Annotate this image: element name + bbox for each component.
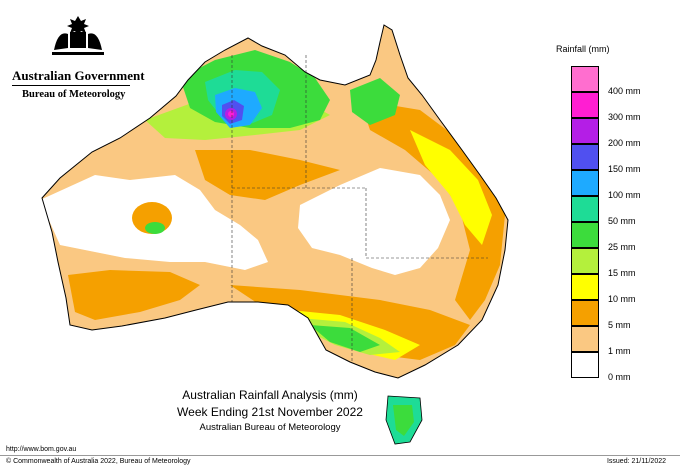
legend-label: 5 mm xyxy=(608,320,631,330)
issued-date: Issued: 21/11/2022 xyxy=(606,458,666,465)
legend-title: Rainfall (mm) xyxy=(556,44,610,54)
legend-swatch xyxy=(571,326,599,352)
legend-swatch xyxy=(571,118,599,144)
legend-label: 200 mm xyxy=(608,138,641,148)
legend-swatch xyxy=(571,144,599,170)
legend-swatch xyxy=(571,66,599,92)
map-subtitle: Week Ending 21st November 2022 xyxy=(177,405,363,419)
legend-label: 1 mm xyxy=(608,346,631,356)
header-divider xyxy=(12,85,130,86)
legend-swatch xyxy=(571,248,599,274)
bureau-title: Bureau of Meteorology xyxy=(22,89,126,100)
legend-label: 100 mm xyxy=(608,190,641,200)
legend-swatch xyxy=(571,300,599,326)
legend-label: 15 mm xyxy=(608,268,636,278)
copyright-text: © Commonwealth of Australia 2022, Bureau… xyxy=(6,458,191,465)
legend-swatch xyxy=(571,92,599,118)
coat-of-arms-icon xyxy=(52,16,104,55)
footer-divider xyxy=(0,455,680,456)
legend-label: 25 mm xyxy=(608,242,636,252)
legend-label: 50 mm xyxy=(608,216,636,226)
legend-label: 150 mm xyxy=(608,164,641,174)
legend-swatch xyxy=(571,274,599,300)
legend-swatch xyxy=(571,222,599,248)
legend-label: 0 mm xyxy=(608,372,631,382)
legend-swatch xyxy=(571,352,599,378)
website-link[interactable]: http://www.bom.gov.au xyxy=(6,446,77,453)
map-credit: Australian Bureau of Meteorology xyxy=(199,422,341,433)
legend-label: 400 mm xyxy=(608,86,641,96)
legend-swatch xyxy=(571,196,599,222)
legend-label: 10 mm xyxy=(608,294,636,304)
government-title: Australian Government xyxy=(12,68,145,83)
map-title: Australian Rainfall Analysis (mm) xyxy=(182,388,358,402)
legend-label: 300 mm xyxy=(608,112,641,122)
legend-swatch xyxy=(571,170,599,196)
